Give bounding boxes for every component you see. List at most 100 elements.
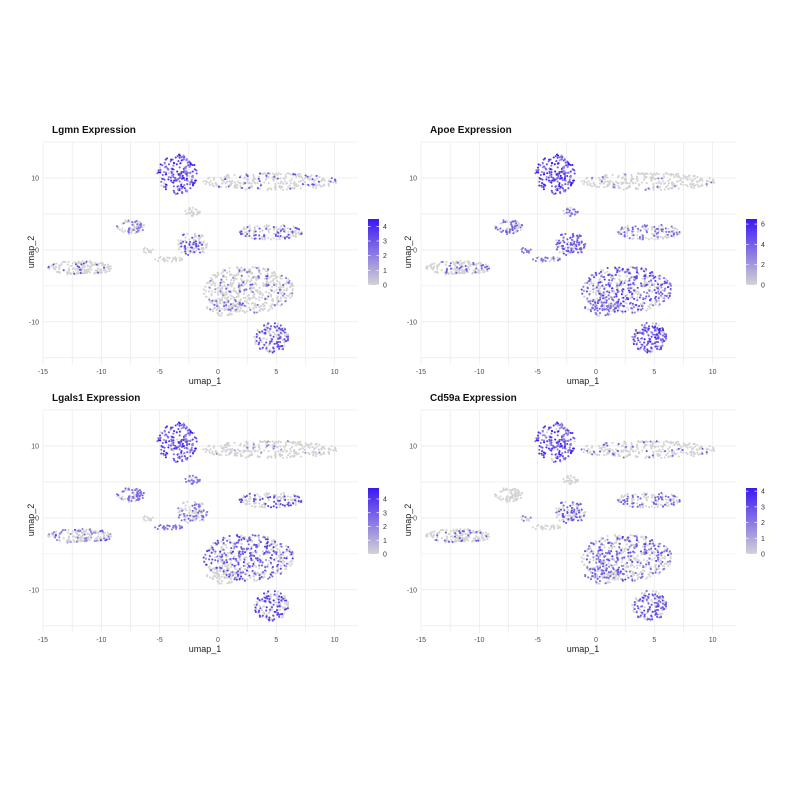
cell-point	[192, 238, 195, 241]
cell-point	[227, 304, 230, 308]
cell-point	[180, 258, 183, 261]
cell-point	[102, 262, 105, 265]
cell-point	[649, 307, 652, 310]
cell-point	[641, 304, 644, 307]
cell-point	[192, 243, 195, 246]
cell-point	[541, 178, 544, 181]
cell-point	[568, 209, 571, 212]
cell-point	[280, 303, 283, 306]
panel-lgmn: Lgmn Expression umap_1 umap_2 -15 -10 -5 0 5…	[26, 125, 387, 386]
x-tick-label: -15	[38, 637, 48, 644]
cell-point	[241, 186, 244, 190]
cell-point	[279, 177, 282, 180]
cell-point	[288, 184, 291, 187]
cell-point	[288, 560, 291, 563]
cell-point	[224, 446, 227, 449]
cell-point	[279, 558, 282, 561]
cell-point	[572, 242, 576, 245]
cell-point	[137, 229, 140, 232]
cell-point	[235, 303, 238, 306]
cell-point	[217, 289, 220, 293]
cell-point	[629, 283, 632, 286]
cell-point	[617, 290, 620, 293]
cell-point	[278, 281, 281, 284]
cell-point	[667, 227, 670, 231]
cell-point	[283, 602, 286, 605]
x-tick-label: -15	[38, 369, 48, 376]
cell-point	[189, 212, 192, 215]
cell-point	[188, 208, 192, 211]
cell-point	[225, 305, 228, 309]
cell-point	[675, 231, 678, 234]
cell-point	[220, 314, 223, 317]
cell-point	[639, 308, 643, 311]
cell-point	[645, 182, 648, 185]
cell-point	[246, 446, 249, 449]
cell-point	[246, 310, 249, 313]
cell-point	[652, 304, 655, 307]
cell-point	[63, 260, 66, 263]
cell-point	[616, 309, 619, 312]
cell-point	[591, 307, 595, 310]
cell-point	[204, 285, 207, 288]
cell-point	[654, 336, 657, 339]
cell-point	[644, 297, 647, 300]
cell-point	[273, 290, 276, 293]
cell-point	[94, 537, 97, 540]
cell-point	[277, 333, 280, 337]
cell-point	[246, 500, 249, 504]
cell-point	[580, 288, 583, 291]
cell-point	[303, 449, 306, 452]
cell-point	[186, 183, 189, 186]
cell-point	[648, 280, 651, 283]
cell-point	[665, 277, 668, 280]
cell-points	[46, 153, 338, 354]
cell-point	[230, 182, 233, 185]
cell-point	[655, 300, 658, 303]
cell-point	[259, 292, 262, 295]
cell-point	[163, 178, 166, 181]
cell-point	[257, 571, 260, 575]
cell-point	[667, 296, 670, 299]
cell-point	[225, 290, 228, 294]
cell-point	[668, 282, 671, 285]
cell-point	[625, 275, 628, 278]
cell-point	[224, 178, 227, 181]
cell-point	[617, 298, 620, 301]
cell-point	[629, 266, 632, 269]
cell-point	[124, 497, 127, 500]
cell-point	[604, 271, 607, 274]
cell-point	[611, 287, 614, 290]
cell-point	[143, 514, 146, 518]
cell-point	[213, 176, 216, 179]
cell-point	[272, 226, 275, 229]
cell-point	[310, 442, 313, 445]
cell-point	[189, 187, 192, 190]
cell-point	[227, 453, 230, 456]
cell-point	[468, 261, 471, 264]
cell-point	[231, 295, 234, 298]
cell-point	[72, 535, 75, 538]
cell-point	[254, 501, 257, 504]
cell-point	[243, 283, 247, 286]
cell-point	[670, 235, 673, 238]
cell-point	[314, 446, 317, 450]
cell-point	[200, 248, 203, 251]
cell-point	[168, 172, 171, 175]
cell-point	[66, 263, 69, 266]
cell-point	[83, 540, 87, 543]
cell-point	[219, 287, 222, 290]
cell-point	[459, 259, 462, 263]
cell-point	[207, 290, 210, 293]
cell-point	[287, 236, 291, 240]
cell-point	[298, 175, 301, 178]
cell-point	[567, 183, 570, 186]
cell-point	[696, 175, 699, 179]
cell-point	[73, 272, 76, 275]
cell-point	[662, 173, 665, 176]
cell-point	[273, 284, 276, 287]
cell-point	[245, 441, 248, 444]
cell-point	[656, 335, 659, 338]
cell-point	[632, 234, 635, 237]
cell-point	[139, 226, 142, 229]
